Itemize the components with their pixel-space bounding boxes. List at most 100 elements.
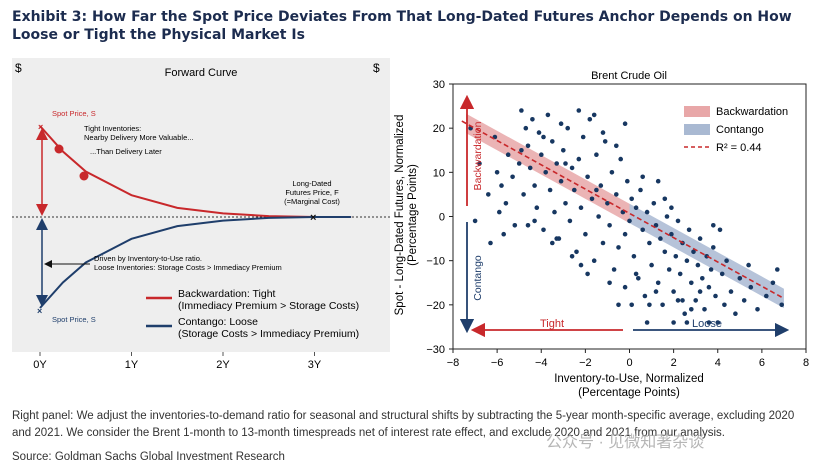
scatter-point — [647, 302, 652, 308]
right-y-tick-label: −20 — [426, 300, 445, 312]
scatter-point — [764, 293, 769, 299]
scatter-point — [532, 183, 537, 188]
scatter-point — [567, 218, 573, 224]
scatter-point — [561, 148, 566, 153]
scatter-point — [666, 267, 672, 272]
scatter-point — [649, 262, 654, 268]
scatter-point — [525, 223, 531, 228]
scatter-point — [510, 174, 515, 180]
scatter-point — [629, 302, 634, 308]
regression-fit-line — [461, 120, 785, 300]
scatter-point — [585, 271, 590, 277]
scatter-point — [728, 289, 734, 294]
right-chart-title: Brent Crude Oil — [591, 70, 667, 82]
scatter-point — [711, 223, 716, 228]
scatter-point — [662, 249, 668, 255]
contango-curve — [39, 216, 352, 309]
scatter-point — [614, 192, 619, 197]
legend-backwardation-label: Backwardation: Tight — [178, 288, 276, 300]
scatter-point — [563, 201, 568, 206]
legend-r2-label: R² = 0.44 — [716, 142, 762, 154]
scatter-point — [706, 284, 712, 290]
scatter-point — [497, 209, 502, 215]
regression-bands — [466, 113, 784, 309]
right-x-tick-label: −8 — [447, 357, 460, 369]
scatter-point — [673, 253, 679, 259]
right-x-tick-label: 6 — [759, 357, 765, 369]
scatter-point — [541, 227, 546, 233]
right-x-tick-label: −6 — [491, 357, 504, 369]
scatter-point — [686, 227, 692, 233]
nearby-delivery-label: Nearby Delivery More Valuable... — [84, 133, 194, 142]
scatter-point — [622, 231, 628, 237]
left-y-axis-label: $ — [15, 61, 22, 75]
scatter-point — [563, 161, 568, 166]
scatter-point — [541, 134, 546, 140]
right-x-tick-label: 2 — [671, 357, 677, 369]
scatter-point — [512, 223, 518, 228]
scatter-point — [682, 311, 687, 317]
scatter-point — [516, 161, 522, 166]
scatter-point — [684, 258, 690, 264]
scatter-point — [607, 223, 612, 228]
contango-side-label: Contango — [472, 255, 484, 301]
scatter-point — [706, 320, 712, 325]
scatter-point — [691, 249, 696, 255]
scatter-point — [589, 196, 595, 202]
scatter-point — [724, 258, 729, 264]
scatter-point — [708, 267, 714, 272]
scatter-point — [558, 121, 564, 126]
scatter-point — [717, 227, 723, 233]
scatter-point — [527, 165, 533, 171]
long-dated-label-1: Long-Dated — [292, 179, 331, 188]
backwardation-side-label: Backwardation — [472, 121, 484, 190]
scatter-point — [545, 112, 551, 118]
scatter-point — [585, 174, 590, 180]
left-panel-background — [12, 58, 390, 352]
left-x-tick-label: 0Y — [33, 359, 47, 371]
scatter-point — [607, 280, 612, 286]
scatter-point — [680, 298, 685, 303]
scatter-point — [675, 298, 681, 303]
scatter-point — [547, 187, 553, 193]
scatter-point — [669, 205, 674, 210]
scatter-point — [550, 139, 555, 144]
spot-price-bottom-label: Spot Price, S — [52, 315, 96, 324]
spot-price-top-marker: × — [38, 122, 43, 132]
legend-contango-band-swatch — [684, 124, 710, 135]
tight-inventories-label: Tight Inventories: — [84, 124, 141, 133]
scatter-point — [722, 302, 727, 308]
scatter-point — [737, 276, 743, 281]
scatter-points — [468, 108, 784, 325]
right-y-tick-label: −30 — [426, 344, 445, 356]
scatter-point — [633, 205, 639, 210]
spot-price-bottom-marker: × — [37, 306, 42, 316]
scatter-point — [477, 161, 482, 166]
scatter-point — [572, 187, 577, 193]
scatter-point — [521, 192, 526, 197]
right-y-tick-label: 0 — [439, 212, 445, 224]
loose-side-label: Loose — [692, 318, 722, 330]
scatter-point — [614, 143, 619, 149]
scatter-point — [640, 227, 645, 233]
scatter-point — [770, 280, 776, 286]
scatter-point — [576, 108, 582, 113]
scatter-point — [631, 253, 637, 259]
scatter-point — [677, 271, 683, 277]
long-dated-futures-marker: × — [310, 212, 316, 224]
scatter-point — [675, 218, 681, 224]
driven-by-label: Driven by Inventory-to-Use ratio. — [94, 254, 202, 263]
forward-curve-chart: Forward Curve $ $ × × × Spot Price, S Ti… — [12, 61, 390, 371]
watermark: 公众号 · 见微知著杂谈 — [546, 434, 705, 451]
scatter-point — [660, 302, 665, 308]
right-y-tick-label: 20 — [433, 123, 445, 135]
scatter-point — [594, 152, 599, 157]
scatter-point — [539, 152, 544, 157]
scatter-point — [552, 209, 557, 215]
right-x-tick-label: −4 — [535, 357, 548, 369]
scatter-point — [488, 240, 493, 246]
y-axis-title-line2: (Percentage Points) — [407, 164, 419, 266]
scatter-point — [534, 205, 540, 210]
scatter-point — [715, 320, 721, 325]
scatter-point — [558, 178, 564, 184]
